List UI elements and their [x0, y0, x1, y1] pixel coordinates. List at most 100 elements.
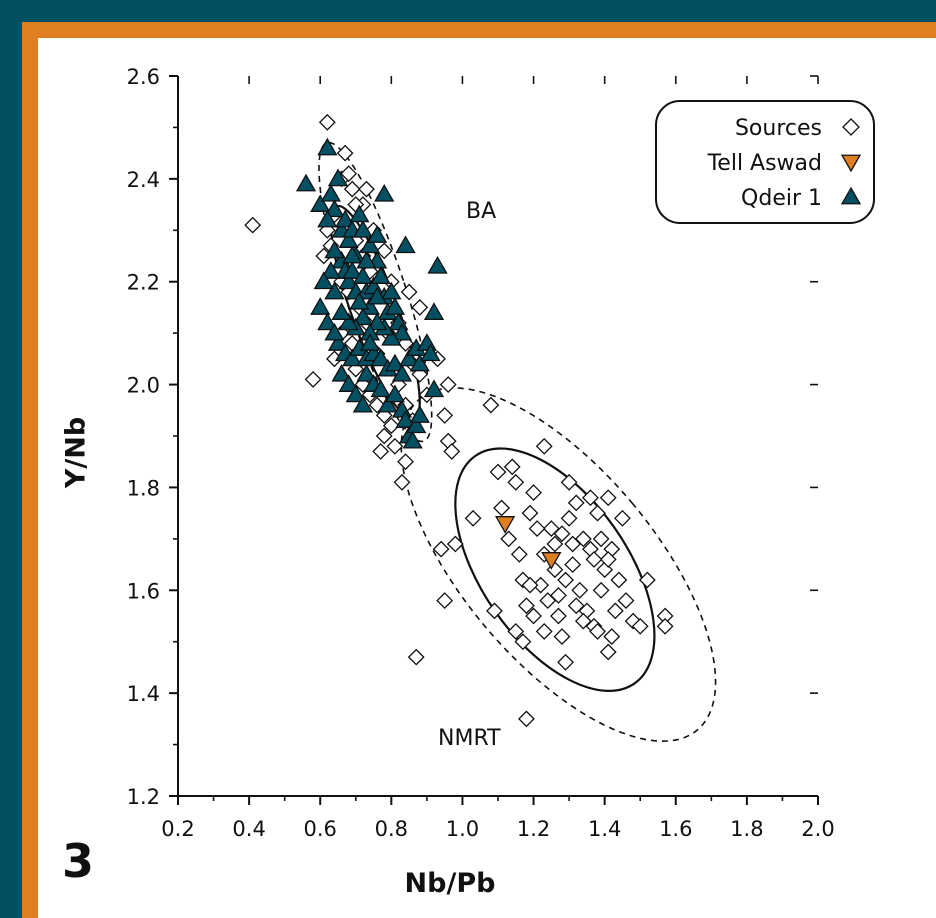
data-point	[409, 353, 430, 372]
data-point	[585, 551, 603, 568]
panel-number: 3	[62, 834, 95, 888]
data-point	[564, 535, 582, 553]
data-point	[560, 509, 578, 527]
data-point	[377, 394, 398, 413]
data-point	[342, 245, 363, 264]
x-tick-label: 1.2	[517, 817, 550, 841]
data-point	[343, 180, 361, 198]
data-point	[342, 348, 363, 367]
data-point	[518, 597, 535, 615]
data-point	[349, 204, 370, 223]
data-point	[310, 194, 331, 212]
data-point	[345, 384, 366, 403]
y-tick-label: 1.2	[127, 785, 160, 809]
data-point	[631, 617, 649, 635]
x-tick-label: 0.6	[304, 817, 337, 841]
y-tick-label: 1.8	[127, 476, 160, 500]
data-point	[535, 623, 553, 640]
data-point	[610, 571, 628, 589]
data-point	[553, 525, 571, 543]
data-point	[397, 453, 414, 471]
data-point	[507, 623, 525, 640]
region-label: BA	[466, 199, 496, 224]
data-point	[318, 113, 336, 131]
data-point	[409, 405, 430, 423]
data-point	[384, 297, 406, 315]
data-point	[393, 473, 411, 491]
data-point	[571, 581, 589, 599]
data-point	[589, 504, 606, 522]
data-point	[356, 250, 377, 269]
data-point	[592, 530, 610, 548]
data-point	[599, 551, 617, 568]
plot-axes: 0.2 0.4 0.6 0.8 1.0 1.2 1.4 1.6 1.8 2.0 1.2 1.4 1.6 1…	[127, 65, 835, 841]
x-tick-label: 1.6	[659, 817, 692, 841]
data-point	[564, 556, 582, 573]
data-point	[432, 540, 450, 558]
data-point	[557, 571, 574, 589]
series-sources	[244, 113, 674, 728]
data-point	[567, 494, 585, 512]
data-point	[541, 552, 562, 570]
data-point	[514, 633, 532, 651]
data-point	[614, 509, 631, 527]
data-point	[486, 602, 503, 620]
data-point	[331, 363, 352, 382]
x-tick-label: 1.0	[446, 817, 479, 841]
data-point	[370, 379, 391, 398]
data-point	[525, 607, 542, 625]
data-point	[521, 576, 539, 594]
data-point	[381, 327, 402, 346]
data-point	[436, 407, 454, 424]
data-point	[317, 209, 338, 228]
data-point	[427, 255, 448, 274]
ba-outer-ellipse	[318, 141, 433, 443]
y-tick-label: 2.6	[127, 65, 160, 89]
data-point	[370, 266, 391, 284]
data-point	[338, 230, 359, 248]
data-point	[400, 283, 418, 301]
data-point	[366, 312, 388, 331]
x-tick-label: 0.4	[232, 817, 265, 841]
data-point	[370, 348, 391, 367]
data-point	[521, 504, 539, 522]
data-point	[493, 499, 510, 517]
data-point	[359, 333, 381, 351]
data-point	[443, 443, 461, 460]
legend-box	[655, 100, 875, 224]
data-point	[391, 363, 413, 382]
data-point	[384, 384, 406, 403]
legend-label: Sources	[735, 116, 822, 141]
legend-marker	[840, 186, 862, 205]
legend-label: Tell Aswad	[707, 151, 822, 176]
data-point	[507, 473, 525, 491]
data-point	[381, 281, 402, 300]
data-point	[550, 607, 567, 625]
series-tell-aswad	[494, 516, 562, 570]
data-point	[338, 271, 359, 290]
data-point	[338, 374, 359, 392]
data-point	[550, 587, 567, 604]
y-tick-label: 1.4	[127, 682, 160, 706]
data-point	[494, 516, 516, 534]
data-point	[406, 415, 427, 434]
data-point	[420, 343, 441, 362]
data-point	[596, 561, 614, 579]
data-point	[464, 509, 482, 527]
data-point	[295, 173, 317, 192]
data-point	[374, 183, 395, 202]
data-point	[317, 312, 338, 331]
data-point	[327, 333, 349, 351]
x-tick-label: 1.4	[588, 817, 621, 841]
data-point	[546, 535, 564, 553]
data-point	[324, 322, 345, 341]
data-point	[352, 307, 374, 326]
data-point	[384, 353, 406, 372]
y-axis-title: Y/Nb	[60, 416, 92, 489]
data-point	[358, 180, 375, 198]
data-point	[310, 297, 331, 315]
region-labels: BA NMRT	[438, 199, 501, 751]
data-point	[395, 410, 416, 428]
data-point	[574, 530, 592, 548]
